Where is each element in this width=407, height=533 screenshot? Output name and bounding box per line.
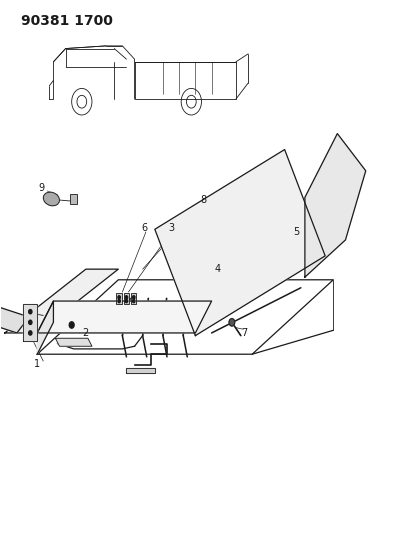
Circle shape [125, 300, 128, 303]
Polygon shape [155, 150, 325, 336]
Circle shape [28, 331, 32, 335]
Text: 9: 9 [38, 183, 44, 193]
Bar [131, 293, 136, 304]
Text: 1: 1 [34, 359, 40, 369]
Circle shape [28, 320, 32, 325]
Circle shape [133, 300, 135, 303]
Text: 3: 3 [168, 223, 174, 233]
Text: 7: 7 [241, 328, 247, 338]
Text: 5: 5 [294, 227, 300, 237]
Polygon shape [55, 338, 92, 346]
Polygon shape [5, 269, 118, 333]
Circle shape [118, 296, 120, 299]
Circle shape [133, 296, 135, 299]
Ellipse shape [44, 192, 59, 206]
Bar [70, 194, 77, 204]
Text: 4: 4 [214, 264, 221, 274]
Text: 90381 1700: 90381 1700 [21, 14, 113, 28]
Circle shape [69, 322, 74, 328]
Circle shape [118, 300, 120, 303]
Polygon shape [37, 301, 212, 333]
Polygon shape [23, 304, 37, 341]
Text: 8: 8 [200, 195, 207, 205]
Text: 6: 6 [142, 223, 148, 233]
Bar [124, 293, 129, 304]
Polygon shape [127, 368, 155, 373]
Bar [116, 293, 122, 304]
Text: 2: 2 [83, 328, 89, 338]
Circle shape [125, 296, 128, 299]
Circle shape [28, 310, 32, 314]
Polygon shape [0, 306, 29, 333]
Polygon shape [37, 301, 53, 354]
Polygon shape [305, 134, 366, 277]
Circle shape [229, 319, 235, 326]
